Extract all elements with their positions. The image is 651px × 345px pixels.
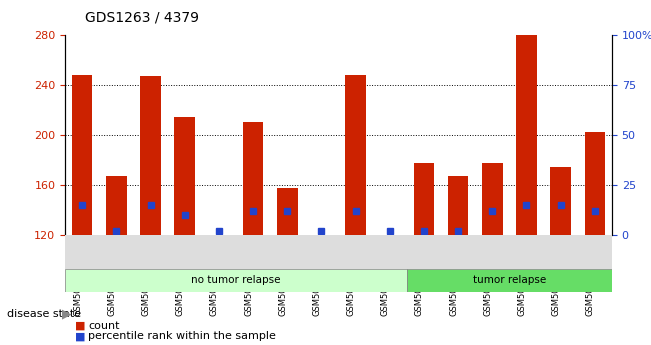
Text: count: count [88, 321, 119, 331]
Bar [174, 117, 195, 235]
Bar [448, 176, 468, 235]
Bar [407, 269, 612, 292]
Bar [516, 34, 536, 235]
Text: ▶: ▶ [62, 307, 72, 321]
Bar [277, 188, 298, 235]
Text: ■: ■ [75, 332, 85, 341]
Bar [65, 269, 407, 292]
Bar [140, 76, 161, 235]
Bar [550, 167, 571, 235]
Bar [482, 163, 503, 235]
Text: disease state: disease state [7, 309, 81, 319]
Text: no tumor relapse: no tumor relapse [191, 275, 281, 285]
Bar [413, 163, 434, 235]
Text: GDS1263 / 4379: GDS1263 / 4379 [85, 10, 199, 24]
Bar [72, 75, 92, 235]
Text: ■: ■ [75, 321, 85, 331]
Bar [243, 122, 263, 235]
Text: percentile rank within the sample: percentile rank within the sample [88, 332, 276, 341]
Text: tumor relapse: tumor relapse [473, 275, 546, 285]
Bar [585, 132, 605, 235]
Bar [345, 75, 366, 235]
Bar [106, 176, 126, 235]
